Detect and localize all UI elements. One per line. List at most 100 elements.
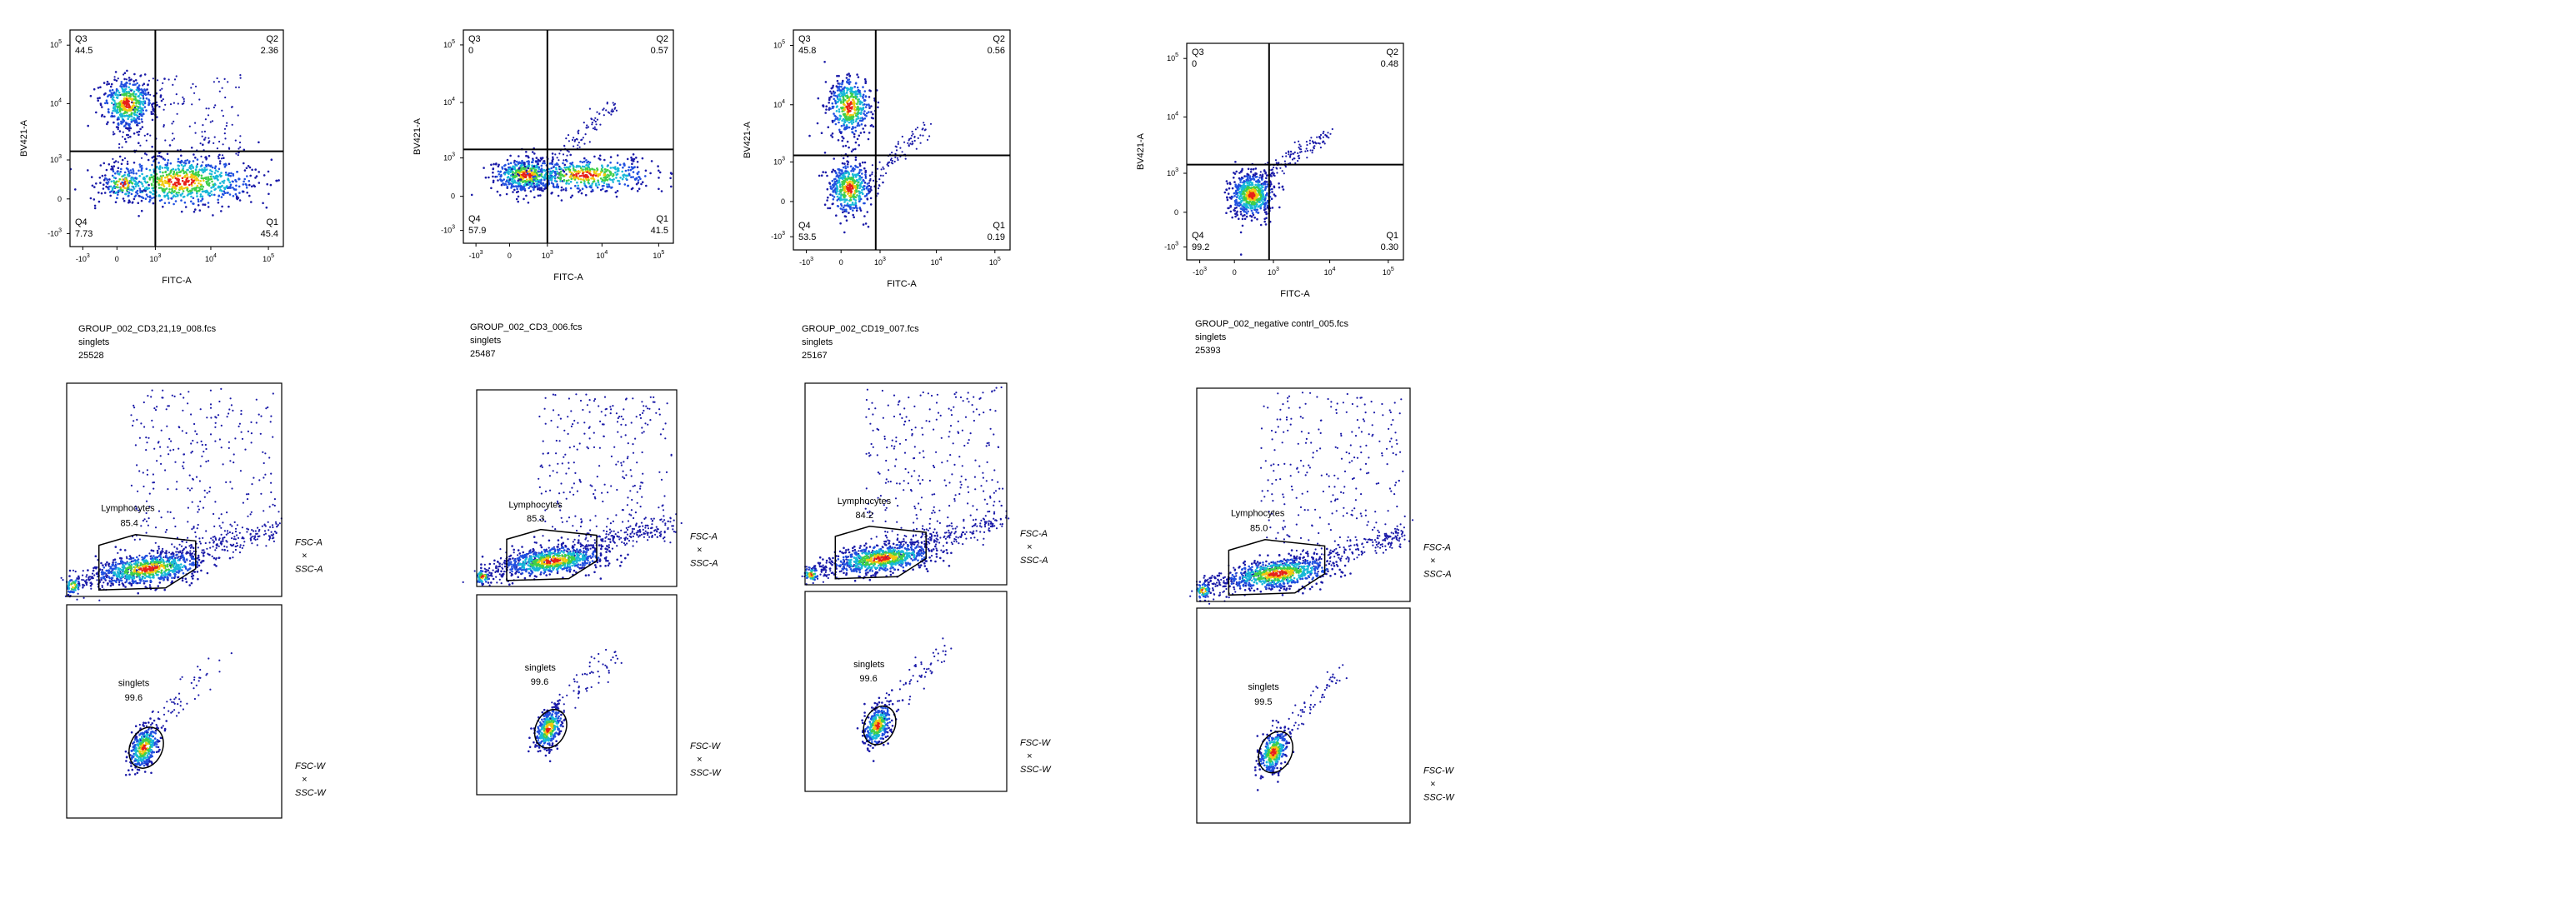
event-dot <box>206 182 208 185</box>
event-dot <box>113 132 116 135</box>
event-dot <box>151 163 153 167</box>
event-dot <box>156 549 159 552</box>
event-dot <box>228 556 232 560</box>
event-dot <box>141 172 143 176</box>
event-dot <box>239 135 242 137</box>
event-dot <box>125 122 128 125</box>
event-dot <box>156 551 159 555</box>
event-dot <box>214 183 217 186</box>
event-dot <box>129 97 132 100</box>
event-dot <box>576 448 578 451</box>
event-dot <box>626 537 629 540</box>
event-dot <box>629 168 633 172</box>
event-dot <box>515 175 518 178</box>
event-dot <box>162 174 164 177</box>
event-dot <box>163 158 167 161</box>
event-dot <box>213 193 216 197</box>
event-dot <box>122 83 125 87</box>
event-dot <box>236 524 238 526</box>
event-dot <box>568 171 571 173</box>
event-dot <box>151 145 153 148</box>
event-dot <box>141 732 144 736</box>
event-dot <box>554 153 557 156</box>
event-dot <box>131 106 133 108</box>
event-dot <box>112 583 114 586</box>
event-dot <box>642 412 644 414</box>
event-dot <box>611 178 613 182</box>
event-dot <box>644 175 647 177</box>
event-dot <box>191 572 193 575</box>
event-dot <box>615 109 618 112</box>
event-dot <box>108 82 110 85</box>
event-dot <box>109 584 113 587</box>
event-dot <box>187 551 189 554</box>
event-dot <box>123 112 126 115</box>
event-dot <box>246 192 249 194</box>
event-dot <box>199 183 203 186</box>
event-dot <box>527 167 530 170</box>
event-dot <box>217 155 220 157</box>
event-dot <box>556 183 558 186</box>
event-dot <box>154 561 157 563</box>
event-dot <box>522 187 525 190</box>
event-dot <box>641 401 643 403</box>
event-dot <box>151 573 153 576</box>
event-dot <box>188 474 191 476</box>
event-dot <box>112 131 115 133</box>
event-dot <box>93 574 96 576</box>
event-dot <box>190 200 193 203</box>
event-dot <box>165 408 168 411</box>
event-dot <box>543 162 546 165</box>
event-dot <box>640 182 643 186</box>
event-dot <box>148 79 150 82</box>
event-dot <box>145 167 148 170</box>
event-dot <box>593 492 595 496</box>
event-dot <box>250 421 253 423</box>
event-dot <box>205 447 208 451</box>
event-dot <box>163 556 165 559</box>
event-dot <box>550 419 553 422</box>
event-dot <box>117 77 119 80</box>
event-dot <box>608 528 612 531</box>
event-dot <box>137 124 139 127</box>
event-dot <box>609 412 612 415</box>
event-dot <box>188 563 192 566</box>
event-dot <box>588 170 592 173</box>
event-dot <box>554 174 557 177</box>
event-dot <box>542 182 545 185</box>
event-dot <box>149 93 152 96</box>
event-dot <box>250 185 253 188</box>
event-dot <box>186 187 189 191</box>
event-dot <box>111 88 114 92</box>
event-dot <box>201 443 203 447</box>
event-dot <box>86 574 88 576</box>
event-dot <box>197 505 199 507</box>
event-dot <box>123 187 126 189</box>
event-dot <box>144 197 148 200</box>
event-dot <box>207 176 210 178</box>
event-dot <box>194 168 198 171</box>
event-dot <box>621 541 623 544</box>
event-dot <box>163 706 166 709</box>
event-dot <box>133 120 137 123</box>
event-dot <box>198 558 201 561</box>
event-dot <box>114 93 117 97</box>
event-dot <box>156 739 159 741</box>
tick-label: 103 <box>542 250 553 260</box>
event-dot <box>156 177 159 181</box>
event-dot <box>133 102 135 104</box>
axis-pair-label: × <box>302 551 307 561</box>
event-dot <box>526 178 528 181</box>
event-dot <box>138 175 141 177</box>
event-dot <box>186 702 188 705</box>
event-dot <box>573 176 575 179</box>
event-dot <box>208 184 211 187</box>
event-dot <box>130 414 133 417</box>
event-dot <box>659 433 663 436</box>
event-dot <box>197 198 200 201</box>
event-dot <box>190 87 193 89</box>
event-dot <box>142 471 144 474</box>
event-dot <box>165 551 168 555</box>
event-dot <box>588 185 591 188</box>
event-dot <box>108 163 111 166</box>
